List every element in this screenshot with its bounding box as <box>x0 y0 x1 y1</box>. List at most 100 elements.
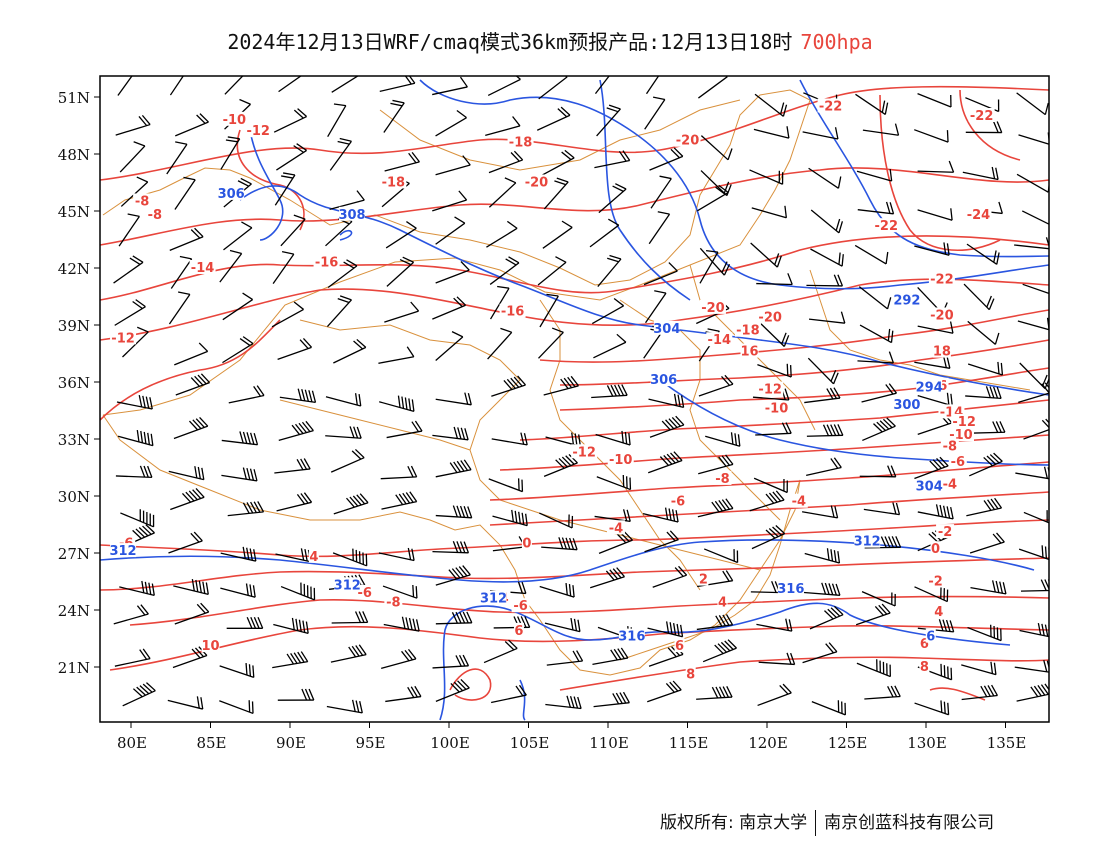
wind-barb <box>596 474 632 491</box>
temperature-label-bg <box>507 134 534 149</box>
wind-barb-shaft <box>117 76 133 96</box>
wind-barb <box>435 261 470 284</box>
wind-barb-shaft <box>917 170 954 173</box>
temperature-label: 0 <box>931 542 940 557</box>
wind-barb-shaft <box>1020 589 1049 592</box>
wind-barb-shaft <box>804 397 841 404</box>
wind-barb <box>648 211 671 245</box>
wind-barb-flag <box>297 651 305 663</box>
wind-barb <box>705 432 741 447</box>
wind-barb-shaft <box>119 145 146 173</box>
wind-barb-shaft <box>271 308 304 328</box>
temperature-label-bg <box>948 453 967 468</box>
wind-barb-flag <box>894 685 901 697</box>
wind-barb-flag <box>571 432 575 445</box>
wind-barb-flag <box>404 649 413 661</box>
wind-barb-flag <box>606 62 618 65</box>
wind-barb <box>756 618 793 632</box>
wind-barb <box>650 175 672 209</box>
wind-barb <box>863 502 901 516</box>
height-label: 294 <box>916 381 943 396</box>
wind-barb-flag <box>724 374 734 385</box>
wind-barb <box>280 214 306 247</box>
wind-barb-flag <box>671 509 676 522</box>
isotherm <box>100 85 1049 181</box>
wind-barb-flag <box>782 683 792 694</box>
wind-barb-flag <box>835 218 841 231</box>
temperature-label-bg <box>919 636 930 651</box>
height-label: 308 <box>338 208 365 223</box>
wind-barb-shaft <box>331 621 368 624</box>
wind-barb-shaft <box>168 470 204 481</box>
wind-barb-shaft <box>168 540 203 554</box>
temperature-label-bg <box>668 493 687 508</box>
wind-barb-flag <box>227 136 240 140</box>
wind-barb-flag <box>140 604 149 615</box>
wind-barb-shaft <box>702 647 737 663</box>
wind-barb-shaft <box>538 331 564 359</box>
wind-barb-flag <box>256 385 265 396</box>
wind-barb-flag <box>825 643 834 654</box>
wind-barb <box>756 273 793 286</box>
temperature-label: 8 <box>686 668 695 683</box>
wind-barb-flag <box>717 643 727 653</box>
wind-barb-flag <box>455 611 462 624</box>
wind-barb-shaft <box>384 310 419 323</box>
wind-barb <box>116 395 153 410</box>
wind-barb-shaft <box>167 699 203 710</box>
wind-barb-shaft <box>170 258 193 289</box>
wind-barb-shaft <box>435 269 470 284</box>
wind-barb-flag <box>827 608 837 619</box>
wind-barb-shaft <box>857 360 894 364</box>
wind-barb-flag <box>253 469 258 482</box>
wind-barb-flag <box>141 580 145 593</box>
isotherm <box>100 319 281 421</box>
height-labels: 306 308 292 304 294 306 300 304 312 312 312 312 316 3… <box>109 185 943 645</box>
wind-barb <box>379 395 415 412</box>
wind-barb-flag <box>878 604 888 615</box>
wind-barb <box>539 293 559 328</box>
wind-barb-shaft <box>1016 173 1049 193</box>
wind-barb-shaft <box>596 108 621 137</box>
wind-barb <box>594 150 631 169</box>
wind-barb-shaft <box>432 551 469 554</box>
wind-barb-flag <box>885 251 889 264</box>
wind-barb <box>327 259 358 289</box>
isotherm <box>100 167 1049 246</box>
wind-barb-flag <box>992 533 1002 544</box>
wind-barb-flag <box>615 692 623 704</box>
wind-barb-flag <box>608 218 620 226</box>
wind-barb-flag <box>556 177 569 183</box>
wind-barb <box>857 351 895 364</box>
temperature-label: 6 <box>514 624 523 639</box>
temperature-label-bg <box>926 573 945 588</box>
wind-barb <box>969 452 1003 477</box>
wind-barb-flag <box>785 422 792 434</box>
wind-barb <box>174 342 209 366</box>
wind-barb <box>802 505 839 519</box>
wind-barb-flag <box>725 614 734 626</box>
temperature-label: 8 <box>920 660 929 675</box>
wind-barb-flag <box>613 648 622 660</box>
wind-barb-shaft <box>914 361 950 369</box>
wind-barb-flag <box>225 139 238 143</box>
wind-barb-shaft <box>589 224 620 248</box>
temperature-label-bg <box>789 493 808 508</box>
wind-barb-shaft <box>219 253 243 283</box>
wind-barb-flag <box>722 686 730 698</box>
wind-barb-flag <box>881 603 891 614</box>
wind-barb-shaft <box>961 694 998 701</box>
wind-barb-shaft <box>542 157 575 176</box>
wind-barb-shaft <box>749 499 785 512</box>
wind-barb-shaft <box>965 395 1002 400</box>
wind-barb-flag <box>462 611 469 624</box>
wind-barb-shaft <box>811 701 846 716</box>
wind-barb-flag <box>252 585 256 598</box>
wind-barb <box>591 384 628 399</box>
temperature-label: -20 <box>758 310 782 325</box>
height-label: 306 <box>218 187 245 202</box>
height-label-bg <box>893 396 920 411</box>
wind-barb-flag <box>405 492 414 503</box>
wind-barb-flag <box>136 686 146 696</box>
wind-barb-flag <box>411 399 415 412</box>
